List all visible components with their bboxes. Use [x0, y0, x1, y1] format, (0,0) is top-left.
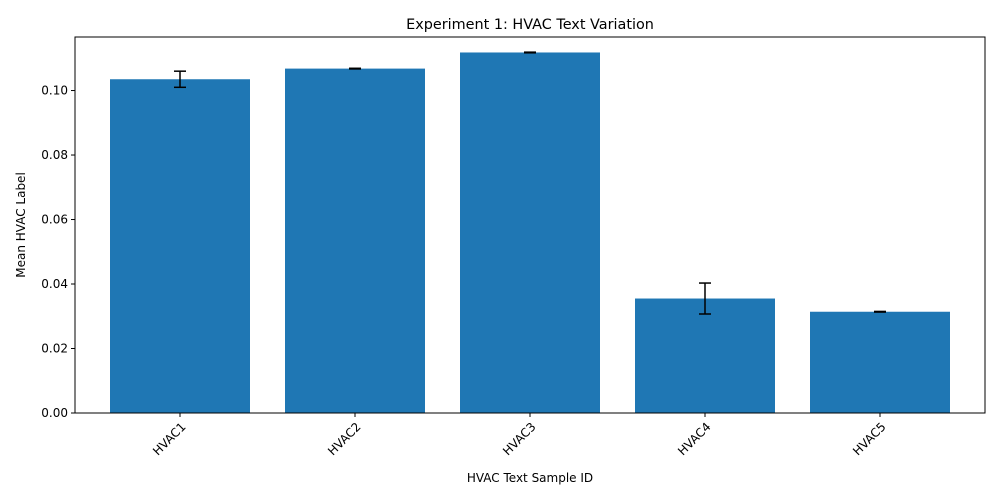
y-axis: 0.00 0.02 0.04 0.06 0.08 0.10	[41, 84, 75, 420]
y-tick-label: 0.10	[41, 84, 68, 98]
y-tick-label: 0.04	[41, 277, 68, 291]
error-bar-hvac2	[349, 67, 361, 70]
bar-hvac3	[460, 52, 600, 414]
bars-group	[110, 52, 950, 414]
bar-hvac5	[810, 311, 950, 413]
bar-hvac2	[285, 68, 425, 414]
bar-hvac1	[110, 79, 250, 414]
y-axis-label: Mean HVAC Label	[14, 172, 28, 278]
x-tick-label-hvac4: HVAC4	[675, 420, 714, 459]
x-tick-label-hvac5: HVAC5	[850, 420, 889, 459]
y-tick-label: 0.00	[41, 406, 68, 420]
y-tick-label: 0.02	[41, 342, 68, 356]
plot-frame	[74, 36, 986, 414]
x-tick-label-hvac1: HVAC1	[150, 420, 189, 459]
x-tick-label-hvac2: HVAC2	[325, 420, 364, 459]
y-tick-label: 0.06	[41, 213, 68, 227]
x-axis: HVAC1 HVAC2 HVAC3 HVAC4 HVAC5	[150, 413, 889, 458]
error-bar-hvac5	[874, 310, 886, 313]
x-axis-label: HVAC Text Sample ID	[467, 471, 593, 485]
error-bar-hvac1	[174, 70, 186, 89]
error-bar-hvac4	[699, 282, 711, 315]
y-tick-label: 0.08	[41, 148, 68, 162]
x-tick-label-hvac3: HVAC3	[500, 420, 539, 459]
error-bars-group	[174, 51, 886, 315]
bar-hvac4	[635, 298, 775, 413]
error-bar-hvac3	[524, 51, 536, 54]
chart-title: Experiment 1: HVAC Text Variation	[406, 17, 654, 33]
